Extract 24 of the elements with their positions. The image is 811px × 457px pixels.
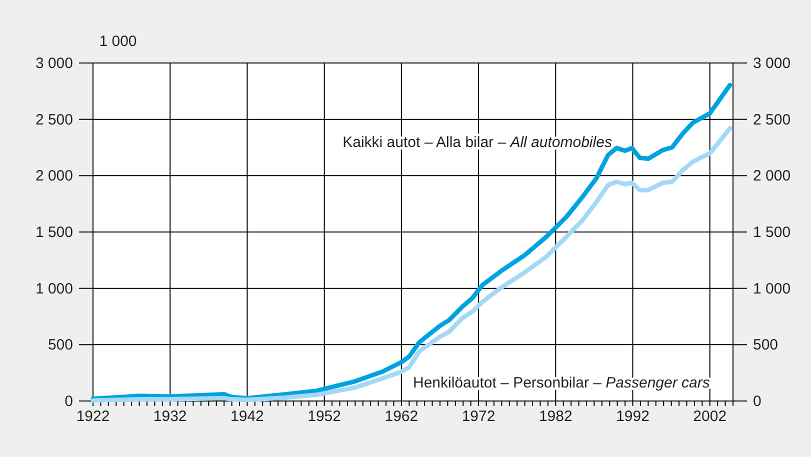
x-tick-label: 1962 [384, 408, 418, 425]
y2-tick-label: 2 500 [753, 111, 791, 128]
y-tick-label: 2 500 [35, 111, 73, 128]
y2-tick-label: 1 500 [753, 224, 791, 241]
x-tick-label: 1922 [76, 408, 110, 425]
y2-tick-label: 1 000 [753, 280, 791, 298]
y-tick-label: 500 [48, 336, 73, 354]
x-tick-label: 1972 [462, 408, 496, 425]
y2-tick-label: 0 [753, 393, 762, 410]
y-tick-label: 0 [64, 393, 73, 410]
x-tick-label: 1942 [230, 408, 264, 425]
y2-tick-label: 500 [753, 336, 778, 354]
x-tick-label: 1932 [153, 408, 187, 425]
y-tick-label: 1 500 [35, 224, 73, 241]
y-axis-title: 1 000 [99, 33, 137, 50]
x-tick-label: 1992 [616, 408, 650, 425]
y-tick-label: 1 000 [35, 280, 73, 298]
x-tick-label: 1952 [308, 408, 342, 425]
y-tick-label: 2 000 [35, 168, 73, 185]
x-tick-label: 2002 [693, 408, 727, 425]
y2-tick-label: 3 000 [753, 55, 791, 72]
x-tick-label: 1982 [538, 408, 572, 425]
y2-tick-label: 2 000 [753, 168, 791, 185]
y-tick-label: 3 000 [35, 55, 73, 72]
